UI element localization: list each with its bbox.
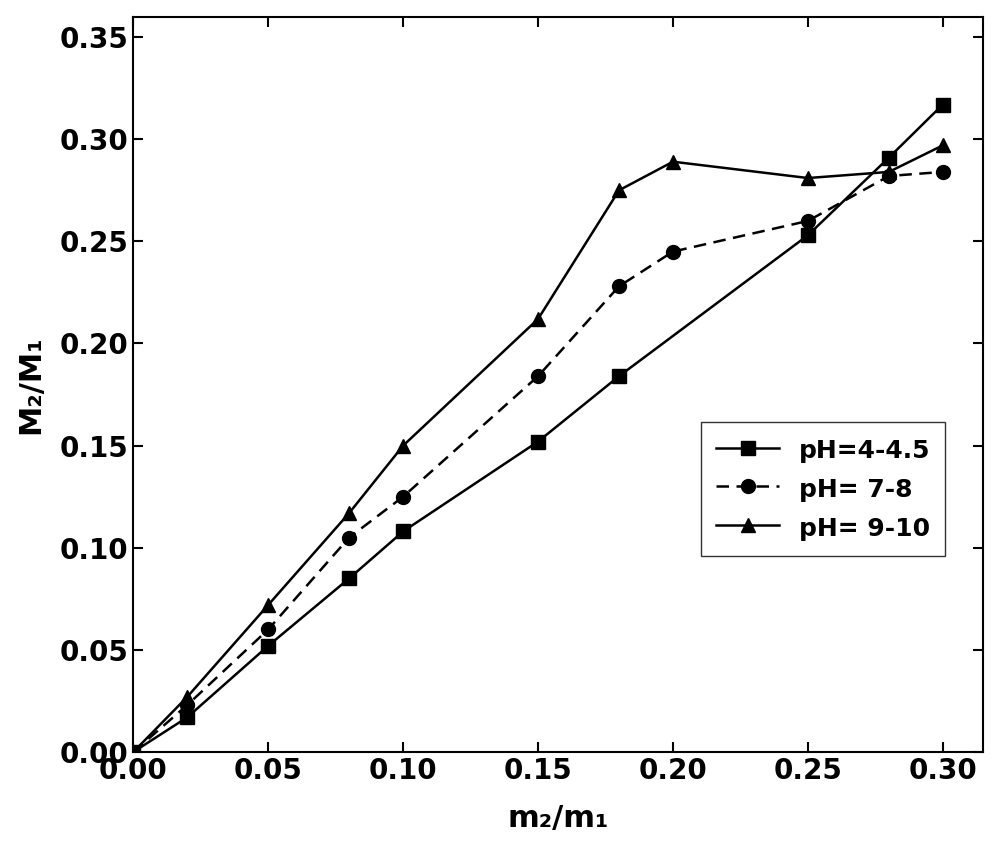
X-axis label: m₂/m₁: m₂/m₁ bbox=[508, 804, 609, 833]
pH=4-4.5 bbox=[937, 99, 949, 110]
pH= 7-8 bbox=[532, 371, 544, 382]
pH=4-4.5 bbox=[883, 152, 895, 162]
pH= 9-10 bbox=[532, 314, 544, 324]
pH=4-4.5 bbox=[343, 573, 355, 583]
Line: pH= 9-10: pH= 9-10 bbox=[126, 139, 950, 759]
pH= 9-10 bbox=[262, 600, 274, 610]
Legend: pH=4-4.5, pH= 7-8, pH= 9-10: pH=4-4.5, pH= 7-8, pH= 9-10 bbox=[701, 422, 945, 556]
pH= 9-10 bbox=[397, 440, 409, 450]
pH= 7-8 bbox=[127, 747, 139, 757]
pH=4-4.5 bbox=[397, 526, 409, 536]
pH= 7-8 bbox=[883, 171, 895, 181]
pH= 9-10 bbox=[613, 185, 625, 196]
Y-axis label: M₂/M₁: M₂/M₁ bbox=[17, 335, 46, 434]
pH= 9-10 bbox=[802, 173, 814, 183]
pH= 7-8 bbox=[343, 532, 355, 542]
pH= 9-10 bbox=[883, 167, 895, 177]
pH=4-4.5 bbox=[613, 371, 625, 382]
pH=4-4.5 bbox=[127, 747, 139, 757]
pH= 9-10 bbox=[343, 508, 355, 518]
pH= 9-10 bbox=[181, 692, 193, 702]
pH=4-4.5 bbox=[181, 712, 193, 722]
pH= 7-8 bbox=[613, 281, 625, 292]
pH= 7-8 bbox=[802, 216, 814, 226]
Line: pH=4-4.5: pH=4-4.5 bbox=[126, 98, 950, 759]
pH= 7-8 bbox=[181, 700, 193, 710]
pH= 7-8 bbox=[937, 167, 949, 177]
Line: pH= 7-8: pH= 7-8 bbox=[126, 165, 950, 759]
pH= 7-8 bbox=[397, 491, 409, 501]
pH= 9-10 bbox=[937, 140, 949, 150]
pH=4-4.5 bbox=[802, 230, 814, 241]
pH=4-4.5 bbox=[532, 436, 544, 446]
pH= 9-10 bbox=[667, 156, 679, 167]
pH=4-4.5 bbox=[262, 641, 274, 651]
pH= 9-10 bbox=[127, 747, 139, 757]
pH= 7-8 bbox=[262, 625, 274, 635]
pH= 7-8 bbox=[667, 246, 679, 257]
